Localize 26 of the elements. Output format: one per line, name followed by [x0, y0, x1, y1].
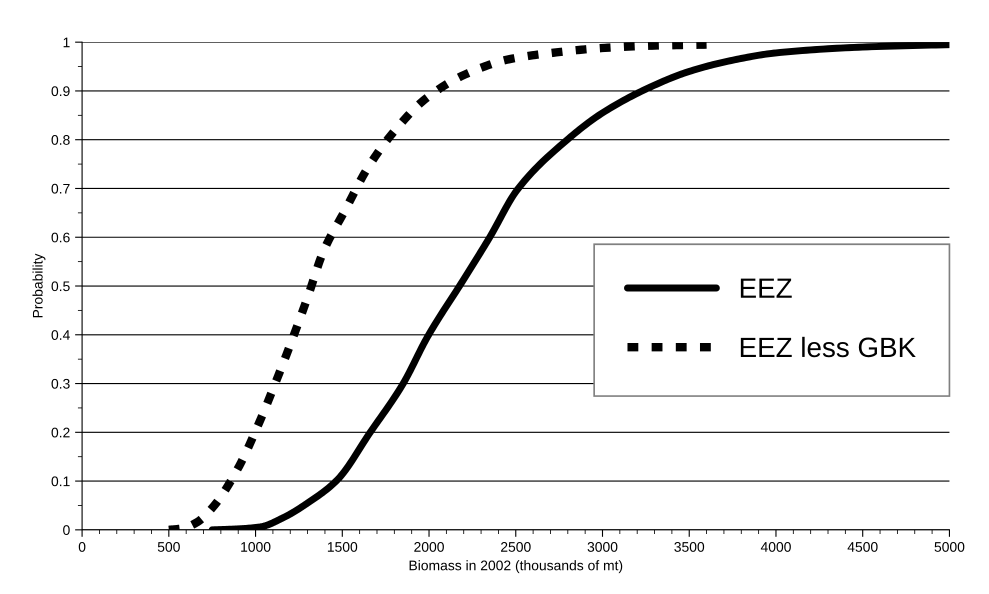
x-tick-label: 5000: [934, 542, 964, 552]
x-tick-label: 1500: [328, 542, 358, 552]
x-tick-label: 4000: [760, 542, 791, 552]
y-tick-label: 0.6: [52, 232, 70, 242]
y-tick-label: 0.4: [52, 330, 70, 340]
x-tick-label: 500: [158, 542, 180, 552]
x-tick-label: 3000: [588, 542, 618, 552]
y-tick-label: 0.8: [52, 135, 70, 145]
y-tick-label: 0.2: [52, 428, 70, 438]
x-tick-label: 2000: [414, 542, 444, 552]
y-tick-label: 1: [64, 38, 70, 48]
x-tick-label: 4500: [848, 542, 878, 552]
x-tick-label: 2500: [501, 542, 531, 552]
y-tick-label: 0.9: [52, 86, 70, 96]
x-axis-title: Biomass in 2002 (thousands of mt): [410, 560, 622, 574]
x-tick-label: 0: [78, 542, 86, 552]
y-axis-title: Probability: [32, 254, 46, 318]
y-tick-label: 0.7: [52, 184, 70, 194]
x-tick-label: 3500: [674, 542, 704, 552]
y-tick-label: 0.1: [52, 476, 70, 486]
legend-label: EEZ less GBK: [740, 336, 916, 358]
x-tick-label: 1000: [241, 542, 270, 552]
y-tick-label: 0: [63, 525, 70, 536]
y-tick-label: 0.3: [52, 378, 70, 389]
y-tick-label: 0.5: [52, 281, 70, 292]
legend-label: EEZ: [740, 278, 792, 298]
